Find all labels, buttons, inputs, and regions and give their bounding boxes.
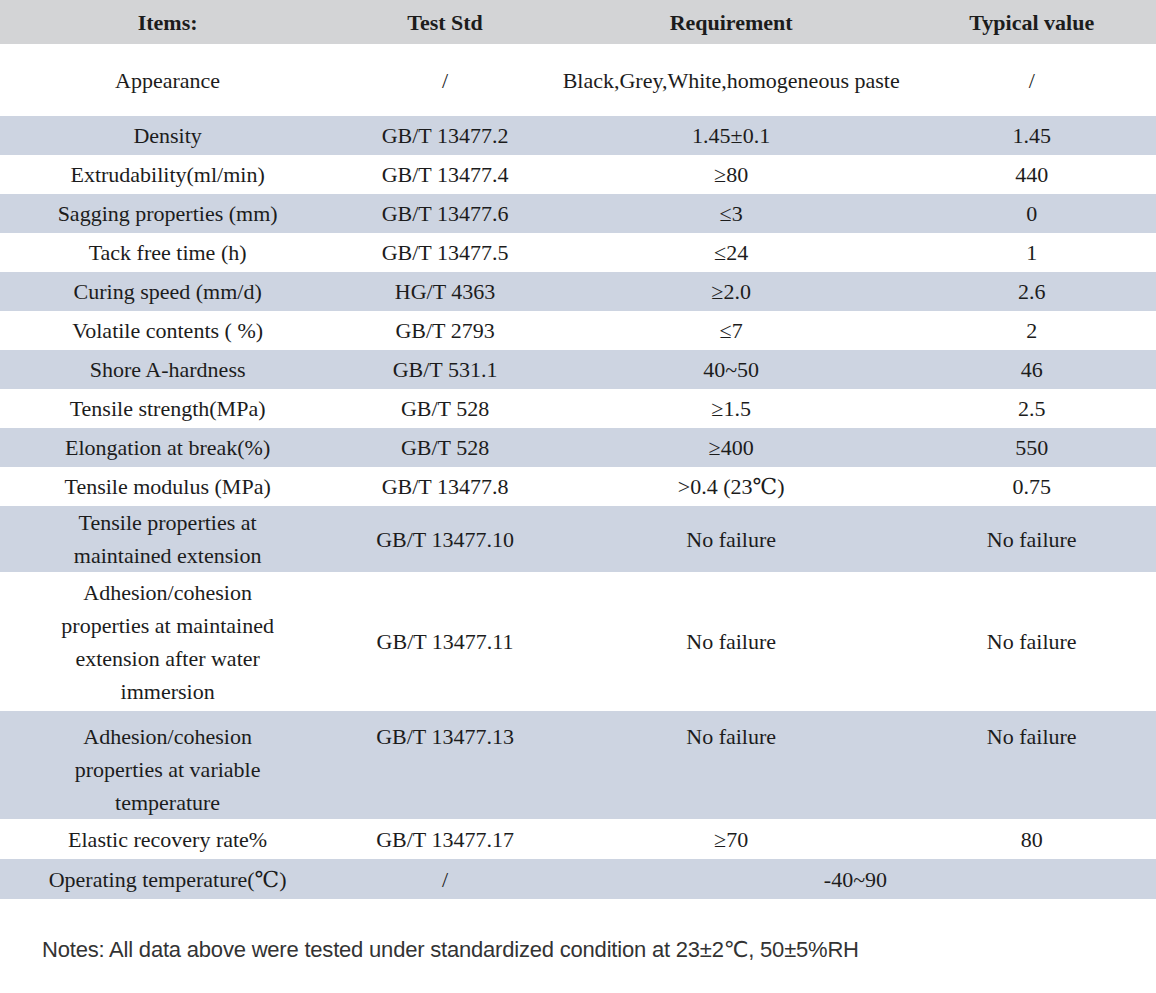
header-typical-value: Typical value <box>907 0 1156 44</box>
std-cell: GB/T 13477.5 <box>335 233 555 272</box>
row-adhesion-variable-temperature: Adhesion/cohesion properties at variable… <box>0 711 1156 819</box>
item-cell: Adhesion/cohesion properties at variable… <box>0 711 335 819</box>
item-cell: Tensile strength(MPa) <box>0 389 335 428</box>
typ-cell: 80 <box>907 819 1156 859</box>
row-extrudability: Extrudability(ml/min) GB/T 13477.4 ≥80 4… <box>0 155 1156 194</box>
typ-cell: 440 <box>907 155 1156 194</box>
typ-cell: 0 <box>907 194 1156 233</box>
req-cell: 1.45±0.1 <box>555 116 908 155</box>
req-cell: ≤3 <box>555 194 908 233</box>
typ-cell: 550 <box>907 428 1156 467</box>
item-cell: Appearance <box>0 44 335 116</box>
std-cell: / <box>335 44 555 116</box>
item-cell: Curing speed (mm/d) <box>0 272 335 311</box>
std-cell: GB/T 528 <box>335 428 555 467</box>
req-cell: 40~50 <box>555 350 908 389</box>
row-volatile-contents: Volatile contents ( %) GB/T 2793 ≤7 2 <box>0 311 1156 350</box>
req-cell: >0.4 (23℃) <box>555 467 908 506</box>
req-cell: ≥1.5 <box>555 389 908 428</box>
std-cell: / <box>335 859 555 899</box>
item-cell: Shore A-hardness <box>0 350 335 389</box>
req-cell: ≤7 <box>555 311 908 350</box>
row-shore-a-hardness: Shore A-hardness GB/T 531.1 40~50 46 <box>0 350 1156 389</box>
std-cell: GB/T 13477.10 <box>335 506 555 572</box>
req-cell-merged: -40~90 <box>555 859 1156 899</box>
typ-cell: 46 <box>907 350 1156 389</box>
header-items: Items: <box>0 0 335 44</box>
header-requirement: Requirement <box>555 0 908 44</box>
row-appearance: Appearance / Black,Grey,White,homogeneou… <box>0 44 1156 116</box>
row-curing-speed: Curing speed (mm/d) HG/T 4363 ≥2.0 2.6 <box>0 272 1156 311</box>
typ-cell: 1 <box>907 233 1156 272</box>
typ-cell: No failure <box>907 572 1156 711</box>
std-cell: GB/T 528 <box>335 389 555 428</box>
typ-cell: No failure <box>907 711 1156 819</box>
typ-cell: No failure <box>907 506 1156 572</box>
row-elastic-recovery-rate: Elastic recovery rate% GB/T 13477.17 ≥70… <box>0 819 1156 859</box>
typ-cell: 2.5 <box>907 389 1156 428</box>
item-cell: Tensile properties at maintained extensi… <box>0 506 335 572</box>
req-cell: ≥70 <box>555 819 908 859</box>
row-density: Density GB/T 13477.2 1.45±0.1 1.45 <box>0 116 1156 155</box>
std-cell: GB/T 13477.11 <box>335 572 555 711</box>
std-cell: GB/T 531.1 <box>335 350 555 389</box>
typ-cell: 1.45 <box>907 116 1156 155</box>
item-cell: Tack free time (h) <box>0 233 335 272</box>
item-cell: Adhesion/cohesion properties at maintain… <box>0 572 335 711</box>
std-cell: GB/T 13477.6 <box>335 194 555 233</box>
item-cell: Density <box>0 116 335 155</box>
item-cell: Volatile contents ( %) <box>0 311 335 350</box>
item-cell: Operating temperature(℃) <box>0 859 335 899</box>
std-cell: GB/T 13477.4 <box>335 155 555 194</box>
header-test-std: Test Std <box>335 0 555 44</box>
item-cell: Elastic recovery rate% <box>0 819 335 859</box>
req-cell: ≥2.0 <box>555 272 908 311</box>
item-cell: Elongation at break(%) <box>0 428 335 467</box>
std-cell: HG/T 4363 <box>335 272 555 311</box>
item-cell: Tensile modulus (MPa) <box>0 467 335 506</box>
std-cell: GB/T 2793 <box>335 311 555 350</box>
row-tensile-properties-maintained-extension: Tensile properties at maintained extensi… <box>0 506 1156 572</box>
item-cell: Sagging properties (mm) <box>0 194 335 233</box>
row-elongation-at-break: Elongation at break(%) GB/T 528 ≥400 550 <box>0 428 1156 467</box>
typ-cell: 2 <box>907 311 1156 350</box>
row-sagging-properties: Sagging properties (mm) GB/T 13477.6 ≤3 … <box>0 194 1156 233</box>
req-cell: ≥80 <box>555 155 908 194</box>
typ-cell: / <box>907 44 1156 116</box>
row-tensile-modulus: Tensile modulus (MPa) GB/T 13477.8 >0.4 … <box>0 467 1156 506</box>
std-cell: GB/T 13477.8 <box>335 467 555 506</box>
std-cell: GB/T 13477.17 <box>335 819 555 859</box>
item-cell: Extrudability(ml/min) <box>0 155 335 194</box>
req-cell: Black,Grey,White,homogeneous paste <box>555 44 908 116</box>
req-cell: ≤24 <box>555 233 908 272</box>
row-operating-temperature: Operating temperature(℃) / -40~90 <box>0 859 1156 899</box>
typ-cell: 0.75 <box>907 467 1156 506</box>
row-adhesion-water-immersion: Adhesion/cohesion properties at maintain… <box>0 572 1156 711</box>
row-tack-free-time: Tack free time (h) GB/T 13477.5 ≤24 1 <box>0 233 1156 272</box>
req-cell: No failure <box>555 506 908 572</box>
row-tensile-strength: Tensile strength(MPa) GB/T 528 ≥1.5 2.5 <box>0 389 1156 428</box>
notes-text: Notes: All data above were tested under … <box>42 937 1156 963</box>
req-cell: No failure <box>555 711 908 819</box>
std-cell: GB/T 13477.13 <box>335 711 555 819</box>
req-cell: ≥400 <box>555 428 908 467</box>
typ-cell: 2.6 <box>907 272 1156 311</box>
table-header-row: Items: Test Std Requirement Typical valu… <box>0 0 1156 44</box>
req-cell: No failure <box>555 572 908 711</box>
spec-table: Items: Test Std Requirement Typical valu… <box>0 0 1156 899</box>
std-cell: GB/T 13477.2 <box>335 116 555 155</box>
